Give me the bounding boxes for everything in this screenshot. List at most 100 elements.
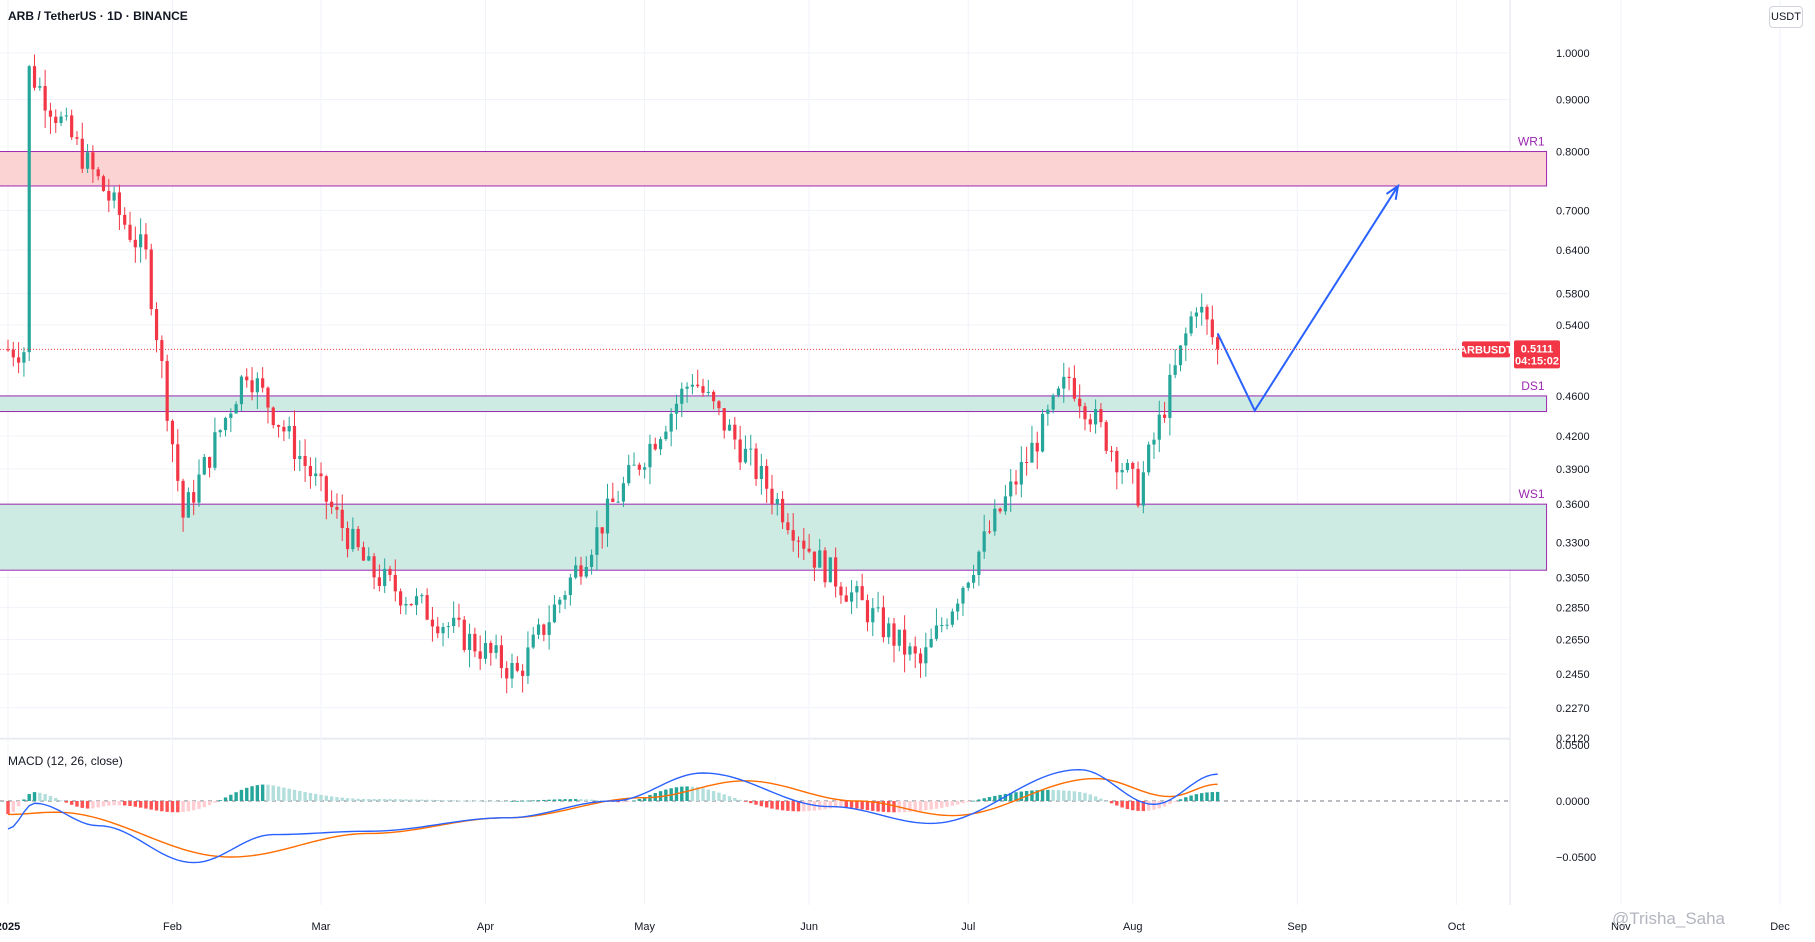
macd-histogram-bar [1168, 801, 1172, 805]
candle-body [101, 176, 106, 191]
candle-body [738, 439, 742, 463]
macd-histogram-bar [287, 788, 291, 801]
macd-histogram-bar [966, 801, 970, 802]
macd-histogram-bar [117, 801, 122, 806]
candle-body [558, 599, 562, 605]
candle-body [282, 426, 286, 432]
macd-histogram-bar [48, 795, 53, 801]
macd-histogram-bar [971, 800, 976, 802]
macd-signal-line [7, 777, 1218, 858]
candle-body [621, 483, 626, 502]
candle-body [393, 574, 397, 592]
macd-histogram-bar [38, 792, 42, 801]
macd-tick-label: −0.0500 [1556, 852, 1596, 864]
macd-histogram-bar [791, 801, 795, 812]
candle-body [1147, 444, 1151, 473]
macd-histogram-bar [940, 801, 944, 808]
macd-histogram-bar [945, 801, 949, 807]
candle-body [531, 634, 535, 648]
candle-body [536, 624, 541, 635]
candle-body [637, 464, 641, 470]
candle-body [452, 617, 456, 627]
candle-body [818, 550, 822, 568]
macd-histogram-bar [823, 801, 827, 810]
candle-body [807, 548, 811, 552]
macd-histogram-bar [213, 801, 217, 803]
candle-body [627, 465, 631, 484]
candle-body [664, 431, 668, 440]
time-axis[interactable]: 2025 Feb Mar Apr May Jun Jul Aug Sep Oct Nov Dec [0, 921, 1790, 933]
macd-histogram-bar [6, 801, 10, 815]
macd-histogram-bar [367, 798, 371, 801]
candle-body [658, 439, 663, 450]
candle-body [940, 624, 944, 626]
candle-body [1168, 374, 1172, 418]
macd-histogram-bar [11, 801, 16, 812]
candle-body [589, 554, 594, 567]
candle-body [605, 498, 610, 534]
macd-histogram-bar [234, 792, 238, 801]
candle-body [722, 408, 726, 431]
macd-histogram-bar [32, 792, 37, 801]
macd-histogram-bar [123, 801, 127, 806]
price-badge [1514, 340, 1560, 369]
macd-histogram-bar [573, 799, 578, 801]
macd-histogram-bar [886, 801, 891, 813]
macd-histogram-bar [918, 801, 923, 811]
macd-histogram-bar [473, 800, 477, 802]
candle-body [489, 642, 493, 653]
macd-histogram-bar [229, 794, 233, 801]
price-axis[interactable]: 1.0000 0.9000 0.8000 0.7000 0.6400 0.5800 0.54… [1556, 48, 1596, 864]
macd-histogram-bar [1109, 801, 1114, 804]
macd-histogram-bar [382, 799, 387, 801]
macd-histogram-bar [749, 801, 753, 804]
macd-histogram-bar [64, 801, 69, 803]
candle-body [181, 480, 185, 518]
candle-body [271, 407, 275, 426]
macd-histogram-bar [1030, 790, 1034, 801]
macd-histogram-bar [489, 800, 493, 802]
macd-histogram-bar [1131, 801, 1135, 811]
candle-body [1078, 398, 1082, 407]
candle-body [881, 607, 885, 638]
macd-histogram-bar [128, 801, 132, 807]
price-tick-label: 0.4600 [1556, 391, 1590, 403]
macd-histogram-bar [1141, 801, 1146, 812]
candle-body [1025, 461, 1029, 463]
grid [0, 0, 1781, 905]
candle-body [133, 239, 137, 248]
macd-histogram-bar [1125, 801, 1130, 810]
macd-histogram-bar [759, 801, 764, 807]
candle-body [96, 169, 100, 177]
macd-histogram-bar [314, 793, 318, 801]
candle-body [971, 575, 976, 583]
time-tick-label: Aug [1123, 921, 1143, 933]
macd-histogram-bar [807, 801, 811, 812]
price-tick-label: 0.2120 [1556, 733, 1590, 745]
candle-body [908, 646, 912, 655]
macd-histogram-bar [833, 801, 838, 808]
candle-body [903, 629, 907, 655]
macd-histogram-bar [1056, 790, 1061, 801]
price-badge-countdown: 04:15:02 [1515, 355, 1559, 367]
macd-histogram-bar [1099, 798, 1103, 801]
candle-body [91, 152, 95, 170]
macd-histogram-bar [1194, 794, 1199, 801]
macd-histogram-bar [998, 794, 1002, 801]
currency-button[interactable]: USDT [1769, 6, 1803, 28]
macd-histogram-bar [764, 801, 769, 808]
candle-body [839, 586, 843, 596]
macd-histogram-bar [207, 801, 212, 806]
macd-histogram-bar [85, 801, 90, 809]
candle-body [324, 476, 328, 502]
candle-body [425, 595, 429, 620]
candle-body [743, 448, 748, 463]
time-tick-label: Jun [800, 921, 818, 933]
candle-body [462, 619, 466, 650]
macd-histogram-bar [404, 799, 408, 801]
macd-histogram-bar [170, 801, 175, 813]
zones[interactable]: WR1 DS1 WS1 [0, 135, 1548, 571]
projection-arrow[interactable] [1216, 183, 1400, 413]
